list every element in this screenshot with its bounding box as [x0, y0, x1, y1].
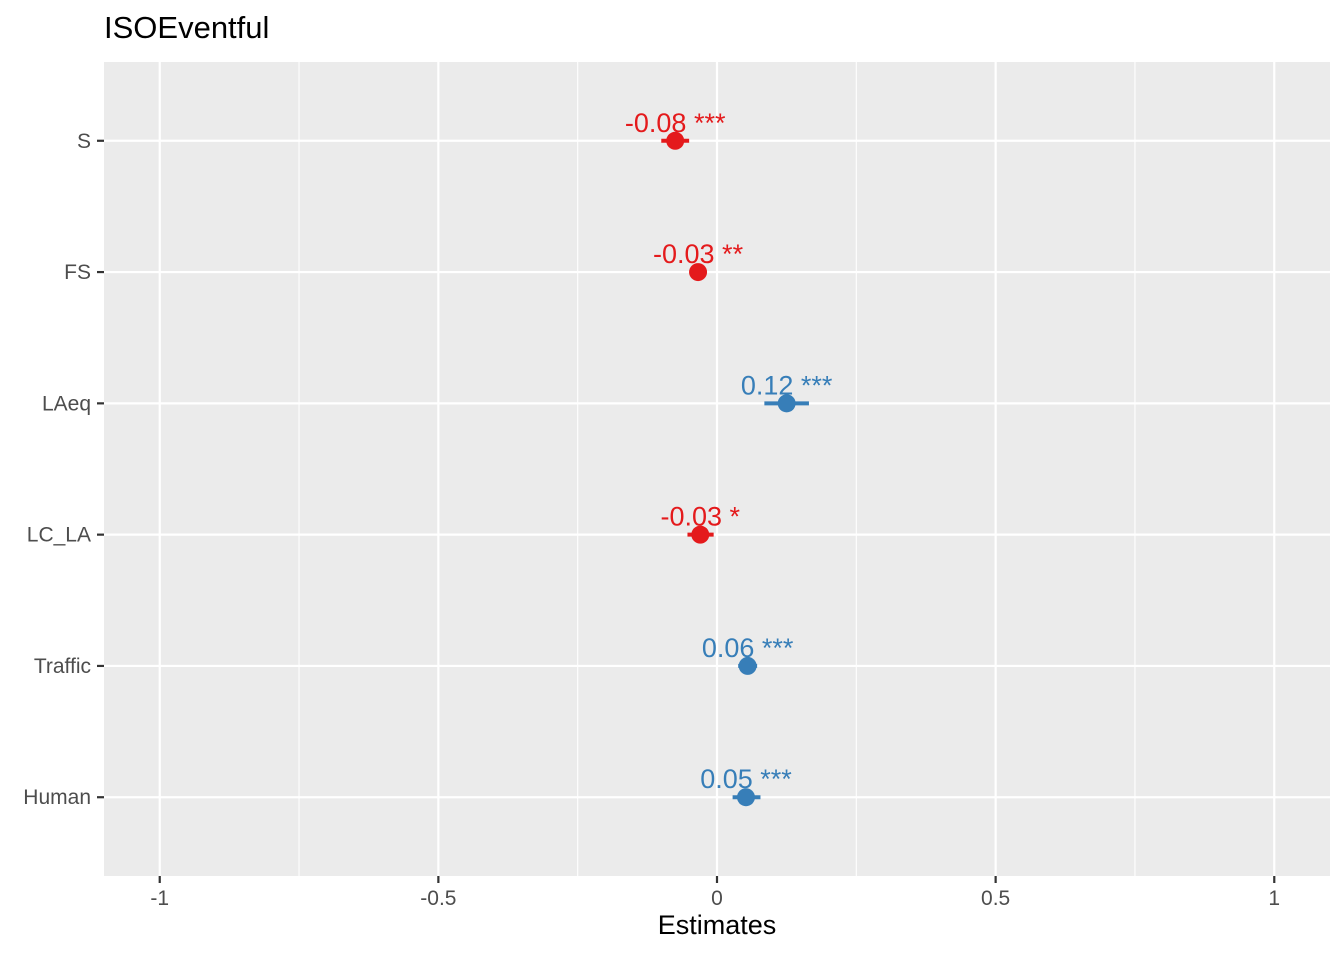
x-axis-title: Estimates	[657, 910, 777, 940]
y-axis: S FS LAeq LC_LA Traffic Human	[23, 130, 104, 809]
estimate-label: 0.05 ***	[700, 764, 792, 794]
estimate-point	[738, 656, 757, 675]
estimate-point	[777, 394, 796, 413]
grid-lines	[104, 62, 1330, 876]
estimate-label: 0.06 ***	[702, 633, 794, 663]
estimate-label: -0.08 ***	[625, 108, 726, 138]
x-tick-label: 0.5	[981, 887, 1010, 910]
y-tick-label: FS	[64, 261, 91, 284]
estimate-point	[691, 525, 710, 544]
x-tick-label: -0.5	[420, 887, 456, 910]
x-tick-label: -1	[150, 887, 169, 910]
x-axis: -1 -0.5 0 0.5 1	[150, 876, 1280, 910]
estimate-label: -0.03 *	[661, 502, 741, 532]
y-tick-label: LAeq	[42, 392, 91, 415]
estimate-label: 0.12 ***	[741, 370, 833, 400]
y-tick-label: Human	[23, 786, 91, 809]
estimate-point	[666, 131, 685, 150]
x-tick-label: 0	[711, 887, 723, 910]
estimate-point	[689, 263, 708, 282]
x-tick-label: 1	[1268, 887, 1280, 910]
y-tick-label: LC_LA	[27, 524, 91, 547]
y-tick-label: Traffic	[34, 655, 91, 678]
estimate-point	[736, 788, 755, 807]
chart-title: ISOEventful	[104, 10, 270, 45]
coefficient-marks: -0.08 *** -0.03 ** 0.12 *** -0.03 * 0.06 ***…	[625, 108, 833, 807]
y-tick-label: S	[77, 130, 91, 153]
estimate-label: -0.03 **	[653, 239, 744, 269]
